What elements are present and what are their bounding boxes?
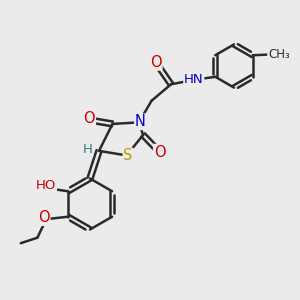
Text: O: O — [150, 55, 162, 70]
Text: CH₃: CH₃ — [268, 47, 290, 61]
Text: O: O — [84, 111, 95, 126]
Text: O: O — [38, 210, 50, 225]
Text: O: O — [154, 145, 165, 160]
Text: H: H — [83, 143, 92, 156]
Text: HO: HO — [36, 179, 56, 192]
Text: S: S — [123, 148, 133, 164]
Text: HN: HN — [184, 73, 204, 86]
Text: N: N — [135, 114, 146, 129]
